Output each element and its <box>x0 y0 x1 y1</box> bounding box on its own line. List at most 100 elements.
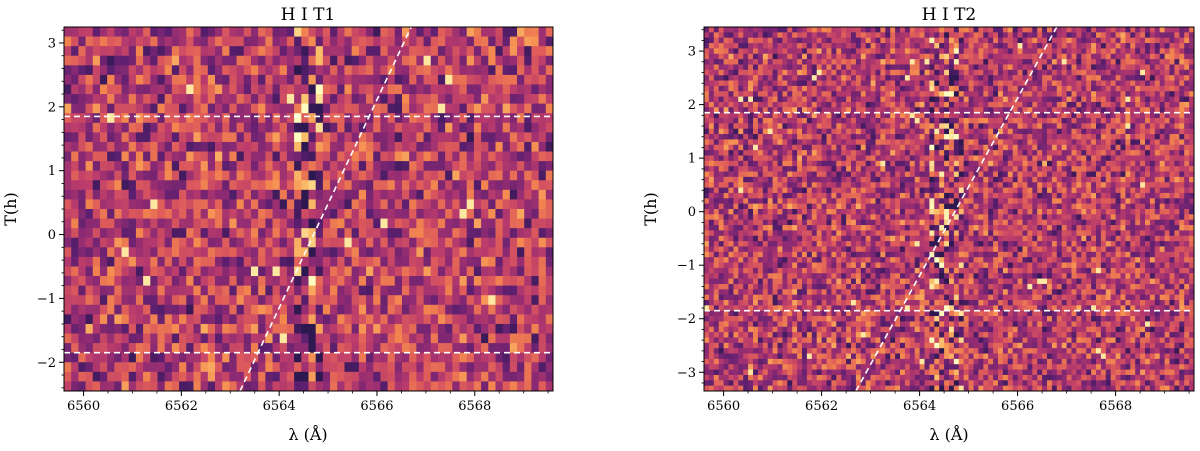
heatmap-cell <box>988 53 994 60</box>
heatmap-cell <box>978 96 984 103</box>
heatmap-cell <box>459 74 468 85</box>
heatmap-cell <box>836 101 842 108</box>
heatmap-cell <box>401 74 410 85</box>
heatmap-cell <box>1169 43 1175 49</box>
heatmap-cell <box>445 199 453 210</box>
heatmap-cell <box>509 266 518 277</box>
heatmap-cell <box>1066 112 1072 119</box>
heatmap-cell <box>870 48 876 55</box>
heatmap-cell <box>919 128 925 135</box>
heatmap-cell <box>495 189 504 200</box>
heatmap-cell <box>243 180 252 191</box>
heatmap-cell <box>193 84 202 95</box>
heatmap-cell <box>787 27 793 33</box>
heatmap-cell <box>387 381 396 391</box>
heatmap-cell <box>85 333 94 344</box>
heatmap-cell <box>215 371 223 382</box>
heatmap-cell <box>301 295 309 306</box>
heatmap-cell <box>387 199 396 210</box>
heatmap-cell <box>279 122 288 133</box>
heatmap-cell <box>121 84 130 95</box>
heatmap-cell <box>128 285 137 296</box>
heatmap-cell <box>934 75 940 81</box>
heatmap-cell <box>481 161 489 172</box>
heatmap-cell <box>459 55 468 66</box>
heatmap-cell <box>723 96 729 103</box>
heatmap-cell <box>135 65 144 76</box>
heatmap-cell <box>890 32 896 39</box>
heatmap-cell <box>713 32 720 39</box>
heatmap-cell <box>488 141 496 152</box>
heatmap-cell <box>430 94 439 105</box>
heatmap-cell <box>495 74 504 85</box>
heatmap-cell <box>445 46 453 57</box>
heatmap-cell <box>85 352 94 363</box>
heatmap-cell <box>222 132 230 143</box>
heatmap-cell <box>900 43 906 49</box>
heatmap-cell <box>762 96 769 103</box>
heatmap-cell <box>860 32 867 39</box>
heatmap-cell <box>164 199 173 210</box>
heatmap-cell <box>713 85 720 92</box>
heatmap-cell <box>92 84 101 95</box>
heatmap-cell <box>64 323 72 334</box>
heatmap-cell <box>767 75 773 81</box>
heatmap-cell <box>416 94 424 105</box>
heatmap-cell <box>71 55 79 66</box>
heatmap-cell <box>301 65 309 76</box>
heatmap-cell <box>704 27 710 33</box>
heatmap-cell <box>767 118 773 124</box>
heatmap-cell <box>998 128 1004 135</box>
heatmap-cell <box>816 27 822 33</box>
heatmap-cell <box>330 170 338 181</box>
heatmap-cell <box>258 343 266 354</box>
heatmap-cell <box>114 362 122 373</box>
heatmap-cell <box>128 27 137 37</box>
heatmap-cell <box>841 139 847 146</box>
heatmap-cell <box>1081 37 1087 44</box>
heatmap-cell <box>1149 43 1156 49</box>
heatmap-cell <box>186 371 194 382</box>
heatmap-cell <box>437 285 446 296</box>
heatmap-cell <box>279 36 288 47</box>
heatmap-cell <box>121 247 130 258</box>
heatmap-cell <box>983 101 989 108</box>
heatmap-cell <box>78 27 86 37</box>
heatmap-cell <box>394 209 403 219</box>
heatmap-cell <box>215 65 223 76</box>
heatmap-cell <box>870 139 876 146</box>
heatmap-cell <box>164 132 173 143</box>
heatmap-cell <box>85 170 94 181</box>
heatmap-cell <box>860 69 867 76</box>
heatmap-cell <box>1154 118 1161 124</box>
heatmap-cell <box>802 37 808 44</box>
heatmap-cell <box>1105 107 1112 114</box>
heatmap-cell <box>200 141 209 152</box>
heatmap-cell <box>880 150 886 156</box>
heatmap-cell <box>265 36 273 47</box>
heatmap-cell <box>1071 85 1077 92</box>
heatmap-cell <box>895 144 901 151</box>
heatmap-cell <box>466 103 475 114</box>
heatmap-cell <box>243 256 252 267</box>
heatmap-cell <box>1184 101 1190 108</box>
heatmap-cell <box>1149 134 1156 140</box>
heatmap-cell <box>1032 139 1038 146</box>
heatmap-cell <box>272 218 281 229</box>
heatmap-cell <box>968 75 974 81</box>
heatmap-cell <box>1100 107 1107 114</box>
heatmap-cell <box>171 103 180 114</box>
heatmap-cell <box>481 122 489 133</box>
heatmap-cell <box>114 266 122 277</box>
heatmap-cell <box>358 323 367 334</box>
heatmap-cell <box>272 103 281 114</box>
heatmap-cell <box>380 256 388 267</box>
heatmap-cell <box>380 266 388 277</box>
heatmap-cell <box>929 48 935 55</box>
heatmap-cell <box>733 85 739 92</box>
heatmap-cell <box>164 237 173 248</box>
heatmap-cell <box>279 84 288 95</box>
heatmap-cell <box>1007 118 1014 124</box>
heatmap-cell <box>466 74 475 85</box>
heatmap-cell <box>806 32 813 39</box>
